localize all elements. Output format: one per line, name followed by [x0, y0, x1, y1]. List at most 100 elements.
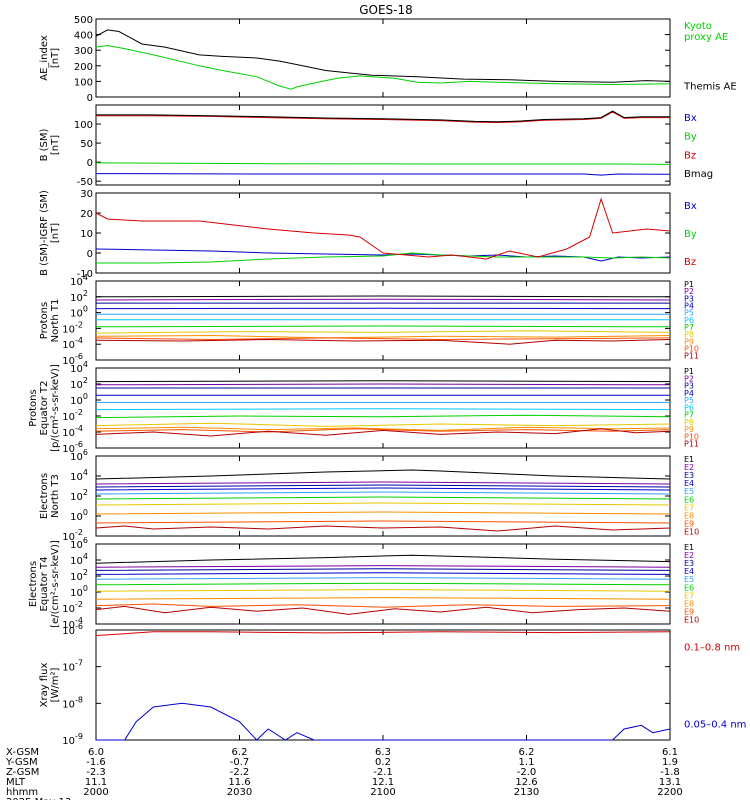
legend-p2: P2 — [684, 287, 694, 296]
series-line-p1 — [95, 295, 671, 298]
legend-e10: E10 — [684, 616, 699, 625]
x-row-name-z-gsm: Z-GSM — [6, 767, 39, 778]
series-line-e5 — [95, 577, 671, 580]
series-line-bz — [95, 197, 671, 260]
legend-kyoto-proxy-ae: Kyoto — [684, 21, 712, 32]
series-line-0-05-0-4-nm — [96, 702, 671, 741]
legend-e1: E1 — [684, 455, 694, 464]
series-line-p8 — [95, 330, 671, 334]
legend-e1: E1 — [684, 543, 694, 552]
x-row-name-y-gsm: Y-GSM — [5, 757, 38, 768]
legend-p8: P8 — [684, 330, 694, 339]
series-line-e10 — [95, 605, 671, 615]
legend-e7: E7 — [684, 503, 694, 512]
y-axis-label: Equator T4 — [39, 557, 50, 612]
y-axis-label: [nT] — [50, 48, 61, 68]
panel-3: -10 0 10 20 30 B (SM)-IGRF (SM) [nT] Bx By Bz — [39, 189, 697, 280]
series-line-e8 — [95, 597, 671, 600]
y-axis-label: Equator T2 — [39, 381, 50, 436]
y-tick-label: 104 — [70, 360, 88, 375]
legend-p10: P10 — [684, 432, 699, 441]
series-line-p10 — [95, 428, 671, 433]
y-tick-label: 10-2 — [62, 600, 83, 615]
series-line-p11 — [95, 428, 671, 437]
legend-p3: P3 — [684, 382, 694, 391]
series-line-0-1-0-8-nm — [95, 631, 671, 636]
legend-e8: E8 — [684, 511, 694, 520]
x-row-value: 6.1 — [662, 747, 678, 758]
y-tick-label: 10-4 — [62, 424, 83, 439]
y-tick-label: 104 — [70, 552, 88, 567]
y-tick-label: 102 — [70, 289, 88, 304]
x-row-value: 2100 — [370, 787, 395, 798]
x-row-value: -1.6 — [86, 757, 106, 768]
x-row-value: -1.8 — [660, 767, 680, 778]
series-line-e5 — [95, 491, 671, 495]
x-row-value: -2.2 — [230, 767, 250, 778]
y-axis-label: Electrons — [39, 473, 50, 519]
legend-p4: P4 — [684, 389, 694, 398]
series-line-p7 — [95, 414, 671, 419]
legend-bmag: Bmag — [684, 169, 713, 180]
y-tick-label: 100 — [70, 305, 88, 320]
legend-p3: P3 — [684, 294, 694, 303]
legend-p6: P6 — [684, 316, 694, 325]
y-tick-label: 10-9 — [62, 732, 83, 747]
x-row-value: 1.1 — [519, 757, 535, 768]
x-row-value: -0.7 — [230, 757, 250, 768]
series-line-e9 — [95, 520, 671, 524]
legend-kyoto-proxy-ae: proxy AE — [684, 32, 728, 43]
legend-e5: E5 — [684, 487, 694, 496]
legend-e2: E2 — [684, 551, 694, 560]
legend-p5: P5 — [684, 309, 694, 318]
series-line-kyoto-proxy-ae — [95, 44, 671, 90]
legend-themis-ae: Themis AE — [683, 81, 737, 92]
y-tick-label: 106 — [70, 536, 88, 551]
x-row-value: 12.1 — [372, 777, 394, 788]
legend-e6: E6 — [684, 583, 694, 592]
series-line-p8 — [95, 422, 671, 427]
series-line-e3 — [95, 568, 671, 571]
y-tick-label: 102 — [70, 568, 88, 583]
legend-p2: P2 — [684, 374, 694, 383]
x-row-value: 6.2 — [519, 747, 535, 758]
y-tick-label: 50 — [80, 139, 93, 150]
x-row-name-x-gsm: X-GSM — [6, 747, 39, 758]
y-axis-label: [nT] — [50, 135, 61, 155]
x-row-value: 0.2 — [375, 757, 391, 768]
series-line-by — [95, 162, 671, 165]
legend-bz: Bz — [684, 257, 696, 268]
series-line-themis-ae — [95, 29, 671, 83]
legend-p11: P11 — [684, 352, 699, 361]
y-axis-label: Electrons — [28, 561, 39, 607]
legend-p10: P10 — [684, 344, 699, 353]
y-axis-label: [nT] — [50, 223, 61, 243]
legend-0-1-0-8-nm: 0.1–0.8 nm — [684, 643, 740, 654]
legend-p1: P1 — [684, 280, 694, 289]
x-row-value: 6.0 — [88, 747, 104, 758]
y-axis-label: [e/(cm²-s-sr-keV)] — [50, 540, 61, 628]
legend-e2: E2 — [684, 463, 694, 472]
y-tick-label: 300 — [74, 46, 93, 57]
x-row-value: -2.1 — [373, 767, 393, 778]
legend-e4: E4 — [684, 567, 694, 576]
legend-e9: E9 — [684, 519, 694, 528]
y-tick-label: 10-7 — [62, 659, 83, 674]
series-line-e6 — [95, 496, 671, 500]
x-row-value: -2.3 — [86, 767, 106, 778]
y-tick-label: 500 — [74, 15, 93, 26]
y-tick-label: 100 — [70, 584, 88, 599]
legend-p7: P7 — [684, 411, 694, 420]
series-line-e2 — [95, 481, 671, 485]
y-tick-label: 102 — [70, 376, 88, 391]
legend-by: By — [684, 132, 697, 143]
legend-p11: P11 — [684, 440, 699, 449]
x-row-value: 12.6 — [515, 777, 537, 788]
x-row-value: 1.9 — [662, 757, 678, 768]
panel-2: -50 0 50 100 B (SM) [nT] Bx By Bz Bmag — [39, 104, 713, 188]
x-row-value: 2130 — [514, 787, 539, 798]
legend-e8: E8 — [684, 599, 694, 608]
